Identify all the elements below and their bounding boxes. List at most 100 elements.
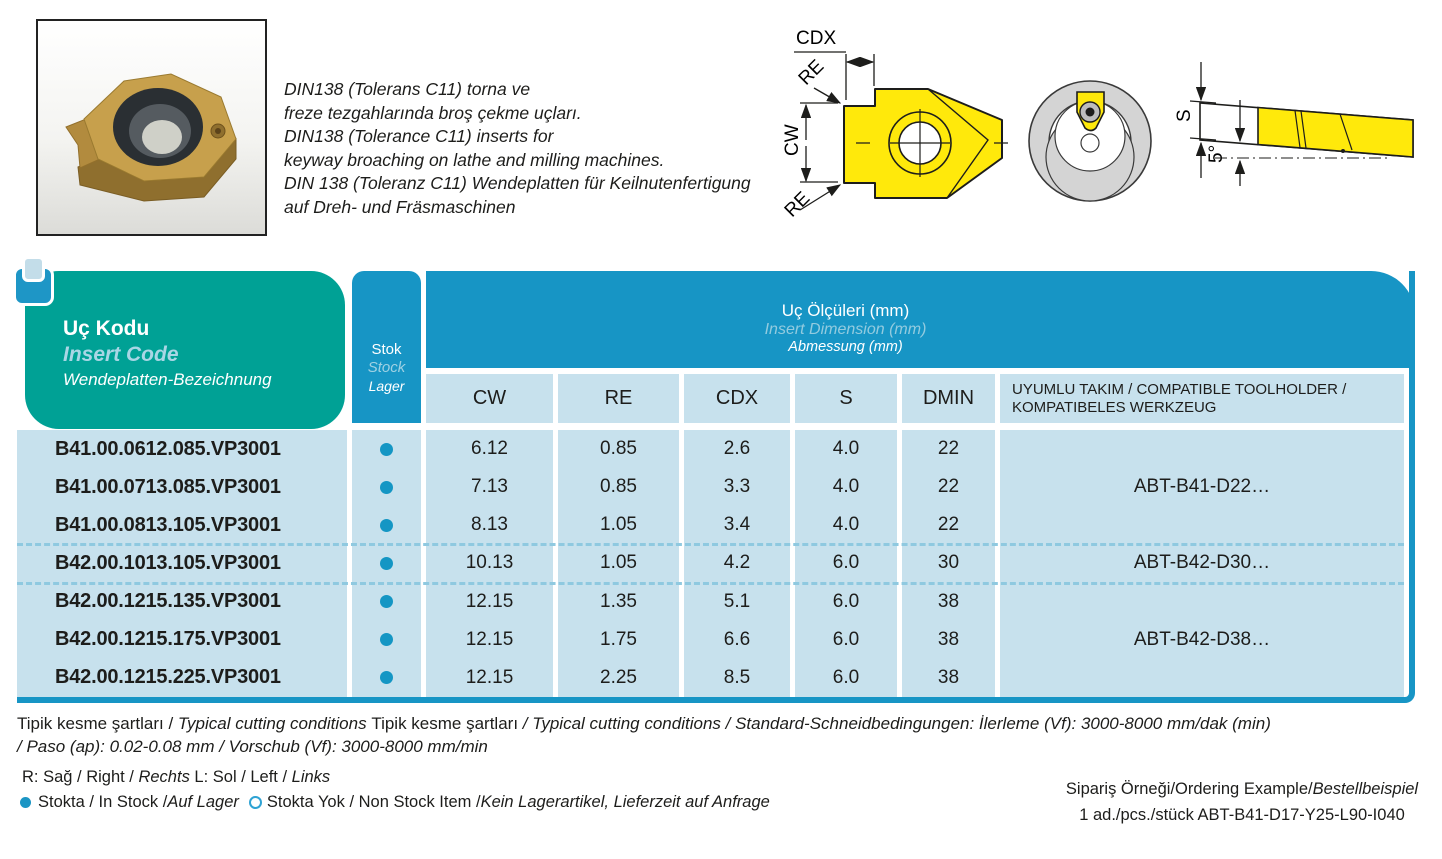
front-view-drawing: CDX RE RE CW: [781, 28, 1008, 222]
cutting-conditions: Tipik kesme şartları / Typical cutting c…: [17, 712, 1387, 758]
in-stock-dot: [380, 556, 393, 570]
dimension-header-tr: Uç Ölçüleri (mm): [781, 300, 910, 320]
legend-segment: Links: [291, 768, 331, 786]
ordering-title-segment: Bestellbeispiel: [1312, 780, 1419, 798]
dmin-value: 38: [902, 582, 995, 621]
column-header-s: S: [795, 374, 897, 423]
table-column-headers: CW RE CDX S DMIN UYUMLU TAKIM / COMPATIB…: [426, 374, 1404, 423]
toolholder-group: ABT-B41-D22…: [1000, 430, 1404, 545]
legend-segment: Kein Lagerartikel, Lieferzeit auf Anfrag…: [480, 793, 770, 811]
stock-cell: [352, 506, 421, 545]
s-value: 4.0: [795, 430, 897, 469]
cdx-value: 8.5: [684, 658, 790, 697]
legend-segment: Stokta Yok / Non Stock Item /: [266, 793, 481, 811]
stock-header-en: Stock: [367, 359, 406, 376]
dimension-label-angle: 5°: [1206, 145, 1227, 163]
ordering-title-segment: Sipariş Örneği/Ordering Example/: [1065, 780, 1313, 798]
re-value: 1.75: [558, 620, 679, 659]
re-value: 0.85: [558, 468, 679, 507]
cw-value: 10.13: [426, 544, 553, 583]
insert-code: B42.00.1215.225.VP3001: [17, 658, 347, 697]
cdx-value: 3.4: [684, 506, 790, 545]
re-value: 0.85: [558, 430, 679, 469]
stock-cell: [352, 544, 421, 583]
dimension-header-de: Abmessung (mm): [788, 338, 903, 355]
conditions-segment: Tipik kesme şartları /: [17, 714, 178, 733]
cdx-value: 3.3: [684, 468, 790, 507]
cdx-value: 5.1: [684, 582, 790, 621]
description-line: freze tezgahlarında broş çekme uçları.: [284, 102, 582, 123]
column-header-re: RE: [558, 374, 679, 423]
dmin-value: 30: [902, 544, 995, 583]
dimension-header: Uç Ölçüleri (mm) Insert Dimension (mm) A…: [426, 271, 1415, 368]
in-stock-legend-dot: [20, 797, 31, 808]
dmin-value: 22: [902, 430, 995, 469]
conditions-segment: Typical cutting conditions: [177, 714, 372, 733]
ordering-example: Sipariş Örneği/Ordering Example/Bestellb…: [1046, 776, 1438, 828]
in-stock-dot: [380, 518, 393, 532]
stock-cell: [352, 582, 421, 621]
insert-code-header-en: Insert Code: [63, 343, 179, 366]
cdx-value: 4.2: [684, 544, 790, 583]
product-description: DIN138 (Tolerans C11) torna ve freze tez…: [284, 78, 774, 219]
insert-code-header: Uç Kodu Insert Code Wendeplatten-Bezeich…: [25, 271, 345, 429]
toolholder-header-line1: UYUMLU TAKIM / COMPATIBLE TOOLHOLDER /: [1012, 381, 1347, 398]
direction-legend: R: Sağ / Right / Rechts L: Sol / Left / …: [22, 768, 330, 787]
stock-header: Stok Stock Lager: [352, 271, 421, 423]
legend-segment: Auf Lager: [167, 793, 239, 811]
group-divider: [17, 543, 1404, 546]
toolholder-group: ABT-B42-D30…: [1000, 544, 1404, 583]
insert-code: B42.00.1013.105.VP3001: [17, 544, 347, 583]
dimension-label-s: S: [1174, 109, 1195, 122]
dmin-value: 22: [902, 468, 995, 507]
insert-code-header-de: Wendeplatten-Bezeichnung: [63, 370, 272, 389]
description-line: DIN138 (Tolerans C11) torna ve: [284, 79, 531, 99]
insert-code-header-tr: Uç Kodu: [63, 317, 150, 340]
legend-segment: Rechts: [138, 768, 190, 786]
legend-segment: R: Sağ / Right /: [22, 768, 139, 786]
s-value: 6.0: [795, 582, 897, 621]
s-value: 4.0: [795, 506, 897, 545]
in-stock-dot: [380, 595, 393, 609]
dimension-label-cw: CW: [782, 124, 803, 156]
dmin-value: 22: [902, 506, 995, 545]
cw-value: 12.15: [426, 582, 553, 621]
technical-drawings: CDX RE RE CW: [781, 28, 1414, 222]
cw-value: 12.15: [426, 658, 553, 697]
dimension-label-cdx: CDX: [796, 28, 836, 49]
legend-segment: L: Sol / Left /: [189, 768, 292, 786]
column-header-toolholder: UYUMLU TAKIM / COMPATIBLE TOOLHOLDER / K…: [1000, 374, 1404, 423]
insert-code: B41.00.0612.085.VP3001: [17, 430, 347, 469]
conditions-segment: / Paso (ap): 0.02-0.08 mm / Vorschub (Vf…: [17, 737, 488, 756]
table-body: ABT-B41-D22… ABT-B42-D30… ABT-B42-D38… B…: [17, 430, 1404, 697]
insert-code: B41.00.0713.085.VP3001: [17, 468, 347, 507]
stock-legend: Stokta / In Stock / Auf Lager Stokta Yok …: [20, 793, 770, 812]
conditions-segment: / Typical cutting conditions / Standard-…: [522, 714, 1271, 733]
s-value: 4.0: [795, 468, 897, 507]
re-value: 2.25: [558, 658, 679, 697]
cw-value: 8.13: [426, 506, 553, 545]
legend-segment: Stokta / In Stock /: [38, 793, 168, 811]
product-photo-box: [36, 19, 267, 236]
ordering-example-title: Sipariş Örneği/Ordering Example/Bestellb…: [1046, 776, 1438, 802]
dimension-label-re-top: RE: [795, 56, 829, 90]
dimension-header-en: Insert Dimension (mm): [764, 320, 927, 338]
toolholder-group: ABT-B42-D38…: [1000, 582, 1404, 697]
insert-code: B41.00.0813.105.VP3001: [17, 506, 347, 545]
s-value: 6.0: [795, 544, 897, 583]
description-line: DIN 138 (Toleranz C11) Wendeplatten für …: [284, 173, 751, 193]
in-stock-dot: [380, 671, 393, 685]
re-value: 1.35: [558, 582, 679, 621]
re-value: 1.05: [558, 506, 679, 545]
cw-value: 12.15: [426, 620, 553, 659]
dmin-value: 38: [902, 620, 995, 659]
in-stock-dot: [380, 480, 393, 494]
table-frame: [17, 271, 1415, 703]
dmin-value: 38: [902, 658, 995, 697]
stock-cell: [352, 658, 421, 697]
column-header-dmin: DMIN: [902, 374, 995, 423]
toolholder-header-line2: KOMPATIBELES WERKZEUG: [1012, 398, 1217, 416]
insert-code: B42.00.1215.135.VP3001: [17, 582, 347, 621]
non-stock-legend-ring: [248, 796, 262, 809]
